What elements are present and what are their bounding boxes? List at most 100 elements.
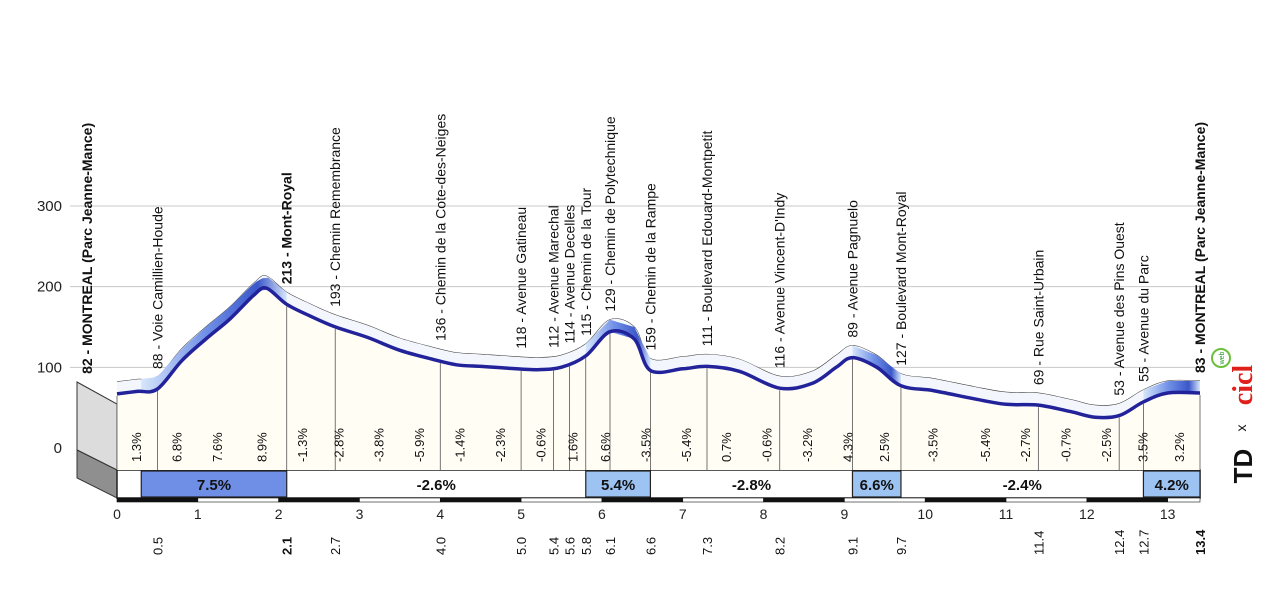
- km-stripe: [844, 497, 926, 503]
- waypoint-labels: 82 - MONTREAL (Parc Jeanne-Mance) 88 - Vo…: [79, 114, 1208, 396]
- waypoint-label: 112 - Avenue Marechal: [545, 205, 561, 348]
- waypoint-label: 159 - Chemin de la Rampe: [642, 183, 658, 351]
- km-stripe: [601, 497, 684, 503]
- waypoint-label: 55 - Avenue du Parc: [1135, 255, 1151, 382]
- segment-label: 7.5%: [197, 477, 231, 494]
- gradient-label: 2.5%: [877, 432, 892, 462]
- gradient-label: -1.4%: [452, 428, 467, 462]
- km-stripe: [520, 497, 603, 503]
- x-tick-label: 7: [679, 506, 687, 522]
- km-stripe: [682, 497, 764, 503]
- gradient-label: -2.7%: [1018, 428, 1033, 462]
- terrain-ridge: [116, 275, 1201, 418]
- y-axis-ticks: 0 100 200 300: [37, 198, 62, 457]
- logo-web-circle: [1211, 348, 1231, 368]
- segment-climb-box: [140, 470, 288, 498]
- x-tick-label: 6: [598, 506, 606, 522]
- waypoint-label: 127 - Boulevard Mont-Royal: [893, 191, 909, 365]
- km-stripe: [359, 497, 441, 503]
- waypoint-label: 136 - Chemin de la Cote-des-Neiges: [432, 114, 448, 341]
- x-tick-label: 2: [275, 506, 283, 522]
- x-tick-label: 4: [436, 506, 444, 522]
- logo-td: TD: [1228, 449, 1258, 484]
- segment-bar: 7.5% -2.6% 5.4% -2.8% 6.6% -2.4% 4.2%: [116, 470, 1201, 503]
- x-tick-label: 9: [840, 506, 848, 522]
- route-profile-line: [116, 286, 1201, 420]
- gradient-label: -0.6%: [533, 428, 548, 462]
- km-stripe: [924, 497, 1007, 503]
- waypoint-label: 111 - Boulevard Edouard-Montpetit: [699, 130, 715, 346]
- gradient-label: -3.5%: [925, 428, 940, 462]
- gradient-labels: 1.3% 6.8% 7.6% 8.9% -1.3% -2.8% -3.8% -5.9% -1.4…: [129, 428, 1187, 462]
- segment-label: -2.8%: [732, 477, 771, 494]
- y-tick-label: 200: [37, 279, 62, 296]
- gradient-label: 7.6%: [210, 432, 225, 462]
- km-label: 2.1: [280, 537, 295, 555]
- x-tick-label: 1: [194, 506, 202, 522]
- km-label: 9.7: [894, 537, 909, 555]
- km-label: 6.1: [603, 537, 618, 555]
- gradient-label: 6.8%: [170, 432, 185, 462]
- km-label: 12.7: [1136, 530, 1151, 555]
- gradient-label: -3.8%: [372, 428, 387, 462]
- x-tick-label: 12: [1079, 506, 1095, 522]
- profile-fill: [117, 287, 1200, 470]
- gradient-label: -1.3%: [295, 428, 310, 462]
- y-tick-label: 0: [54, 440, 62, 457]
- km-stripe: [1086, 497, 1168, 503]
- waypoint-markers: [116, 306, 1201, 470]
- segment-climb-box: [585, 470, 652, 498]
- waypoint-label: 53 - Avenue des Pins Ouest: [1111, 222, 1127, 395]
- profile-area: [117, 287, 1200, 470]
- y-tick-label: 300: [37, 198, 62, 215]
- km-label: 7.3: [700, 537, 715, 555]
- route-line: [116, 286, 1201, 420]
- x-tick-label: 11: [999, 506, 1014, 522]
- segment-label: -2.6%: [417, 477, 456, 494]
- gradient-label: 8.9%: [254, 432, 269, 462]
- km-stripe: [1005, 497, 1088, 503]
- gradient-label: -0.6%: [760, 428, 775, 462]
- gradient-label: -2.3%: [493, 428, 508, 462]
- waypoint-label: 116 - Avenue Vincent-D'Indy: [772, 193, 788, 368]
- km-label: 11.4: [1031, 531, 1046, 555]
- waypoint-label: 193 - Chemin Remembrance: [327, 127, 343, 307]
- km-stripe: [1167, 497, 1201, 503]
- waypoint-label: 88 - Voie Camillien-Houde: [149, 206, 165, 369]
- km-stripe: [116, 497, 199, 503]
- km-stripe: [439, 497, 522, 503]
- segment-label: 4.2%: [1155, 477, 1189, 494]
- logo-cicl: cicl: [1228, 365, 1259, 406]
- x-tick-label: 13: [1160, 506, 1176, 522]
- x-tick-label: 0: [113, 506, 121, 522]
- gradient-label: -0.7%: [1059, 428, 1074, 462]
- waypoint-label: 213 - Mont-Royal: [279, 172, 295, 284]
- x-tick-label: 3: [356, 506, 364, 522]
- waypoint-label: 83 - MONTREAL (Parc Jeanne-Mance): [1192, 122, 1208, 373]
- logo-x: x: [1233, 425, 1249, 432]
- km-labels: 0.5 2.1 2.7 4.0 5.0 5.4 5.6 5.8 6.1 6.6 7.3 8.2 9.1 9…: [150, 529, 1208, 555]
- gradient-label: -2.8%: [331, 428, 346, 462]
- gradient-label: -5.4%: [679, 428, 694, 462]
- km-label: 2.7: [328, 537, 343, 555]
- ridge-fill: [117, 275, 1200, 418]
- gradient-label: 3.2%: [1172, 432, 1187, 462]
- gradient-label: 0.7%: [719, 432, 734, 462]
- km-label: 6.6: [643, 537, 658, 555]
- gradient-label: 3.5%: [1135, 432, 1150, 462]
- x-axis-ticks: 0 1 2 3 4 5 6 7 8 9 10 11 12 13: [113, 506, 1176, 522]
- gradient-label: -5.4%: [978, 428, 993, 462]
- km-label: 5.8: [579, 537, 594, 555]
- gradient-label: 4.3%: [840, 432, 855, 462]
- km-label: 5.0: [514, 537, 529, 555]
- km-label: 5.6: [563, 537, 578, 555]
- brand-logo: TD x cicl web: [1211, 348, 1259, 484]
- y-tick-label: 100: [37, 359, 62, 376]
- km-label: 13.4: [1193, 529, 1208, 555]
- km-stripe: [278, 497, 360, 503]
- km-label: 5.4: [546, 537, 561, 555]
- segment-label: 6.6%: [860, 477, 894, 494]
- gradient-label: -2.5%: [1099, 428, 1114, 462]
- gradient-label: -3.5%: [638, 428, 653, 462]
